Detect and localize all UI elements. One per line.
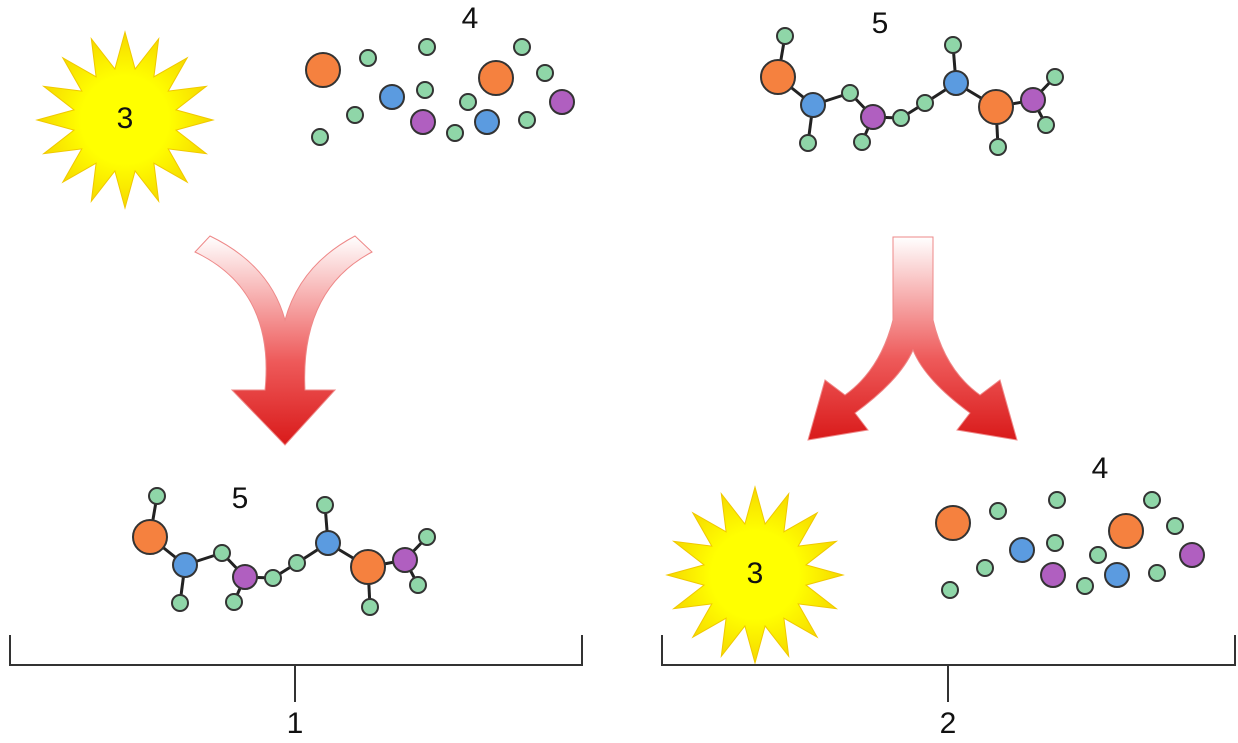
atom (799, 134, 817, 152)
atom (1148, 564, 1166, 582)
sun-label: 3 (747, 557, 764, 590)
atom (171, 594, 189, 612)
atom (989, 502, 1007, 520)
atom (410, 109, 436, 135)
sun-label: 3 (117, 102, 134, 135)
bracket (661, 635, 1236, 702)
atom (800, 92, 826, 118)
atom (776, 27, 794, 45)
sun (35, 30, 215, 210)
bracket (9, 635, 583, 702)
atom (760, 59, 796, 95)
atom (316, 496, 334, 514)
atom (346, 106, 364, 124)
atom (989, 138, 1007, 156)
atom (978, 89, 1014, 125)
molecule-label: 5 (872, 7, 889, 40)
atom (1179, 542, 1205, 568)
atom (892, 109, 910, 127)
atom (418, 38, 436, 56)
panel-label: 1 (287, 707, 304, 740)
atom (916, 94, 934, 112)
atom (943, 70, 969, 96)
atoms-label: 4 (1092, 452, 1109, 485)
atom (392, 547, 418, 573)
atom (841, 84, 859, 102)
atom (1020, 87, 1046, 113)
atom (148, 487, 166, 505)
atom (1037, 116, 1055, 134)
atom (478, 60, 514, 96)
atom (409, 576, 427, 594)
atom (1040, 562, 1066, 588)
atom (1046, 68, 1064, 86)
atom (213, 544, 231, 562)
atom (941, 581, 959, 599)
atom (976, 559, 994, 577)
molecule-label: 5 (232, 482, 249, 515)
atom (232, 564, 258, 590)
panel-label: 2 (940, 707, 957, 740)
atom (379, 84, 405, 110)
atom (518, 111, 536, 129)
atom (853, 133, 871, 151)
atom (1048, 491, 1066, 509)
atom (359, 49, 377, 67)
split-arrow (807, 236, 1018, 441)
atoms-label: 4 (462, 2, 479, 35)
atom (1166, 517, 1184, 535)
atom (459, 93, 477, 111)
atom (446, 124, 464, 142)
sun (665, 485, 845, 665)
atom (418, 528, 436, 546)
atom (225, 593, 243, 611)
atom (1076, 577, 1094, 595)
atom (311, 128, 329, 146)
atom (1108, 513, 1144, 549)
atom (350, 549, 386, 585)
atom (935, 505, 971, 541)
atom (315, 530, 341, 556)
atom (264, 569, 282, 587)
atom (860, 104, 886, 130)
atom (361, 598, 379, 616)
merge-arrow (194, 235, 373, 446)
atom (1089, 546, 1107, 564)
atom (944, 36, 962, 54)
atom (288, 554, 306, 572)
atom (549, 89, 575, 115)
atom (172, 552, 198, 578)
atom (305, 52, 341, 88)
atom (1009, 537, 1035, 563)
atom (132, 519, 168, 555)
atom (1104, 562, 1130, 588)
atom (474, 109, 500, 135)
atom (416, 81, 434, 99)
shapes: 3 4 5 5 3 4 (35, 2, 1205, 665)
atom (1046, 534, 1064, 552)
atom (513, 38, 531, 56)
atom (536, 64, 554, 82)
atom (1143, 491, 1161, 509)
